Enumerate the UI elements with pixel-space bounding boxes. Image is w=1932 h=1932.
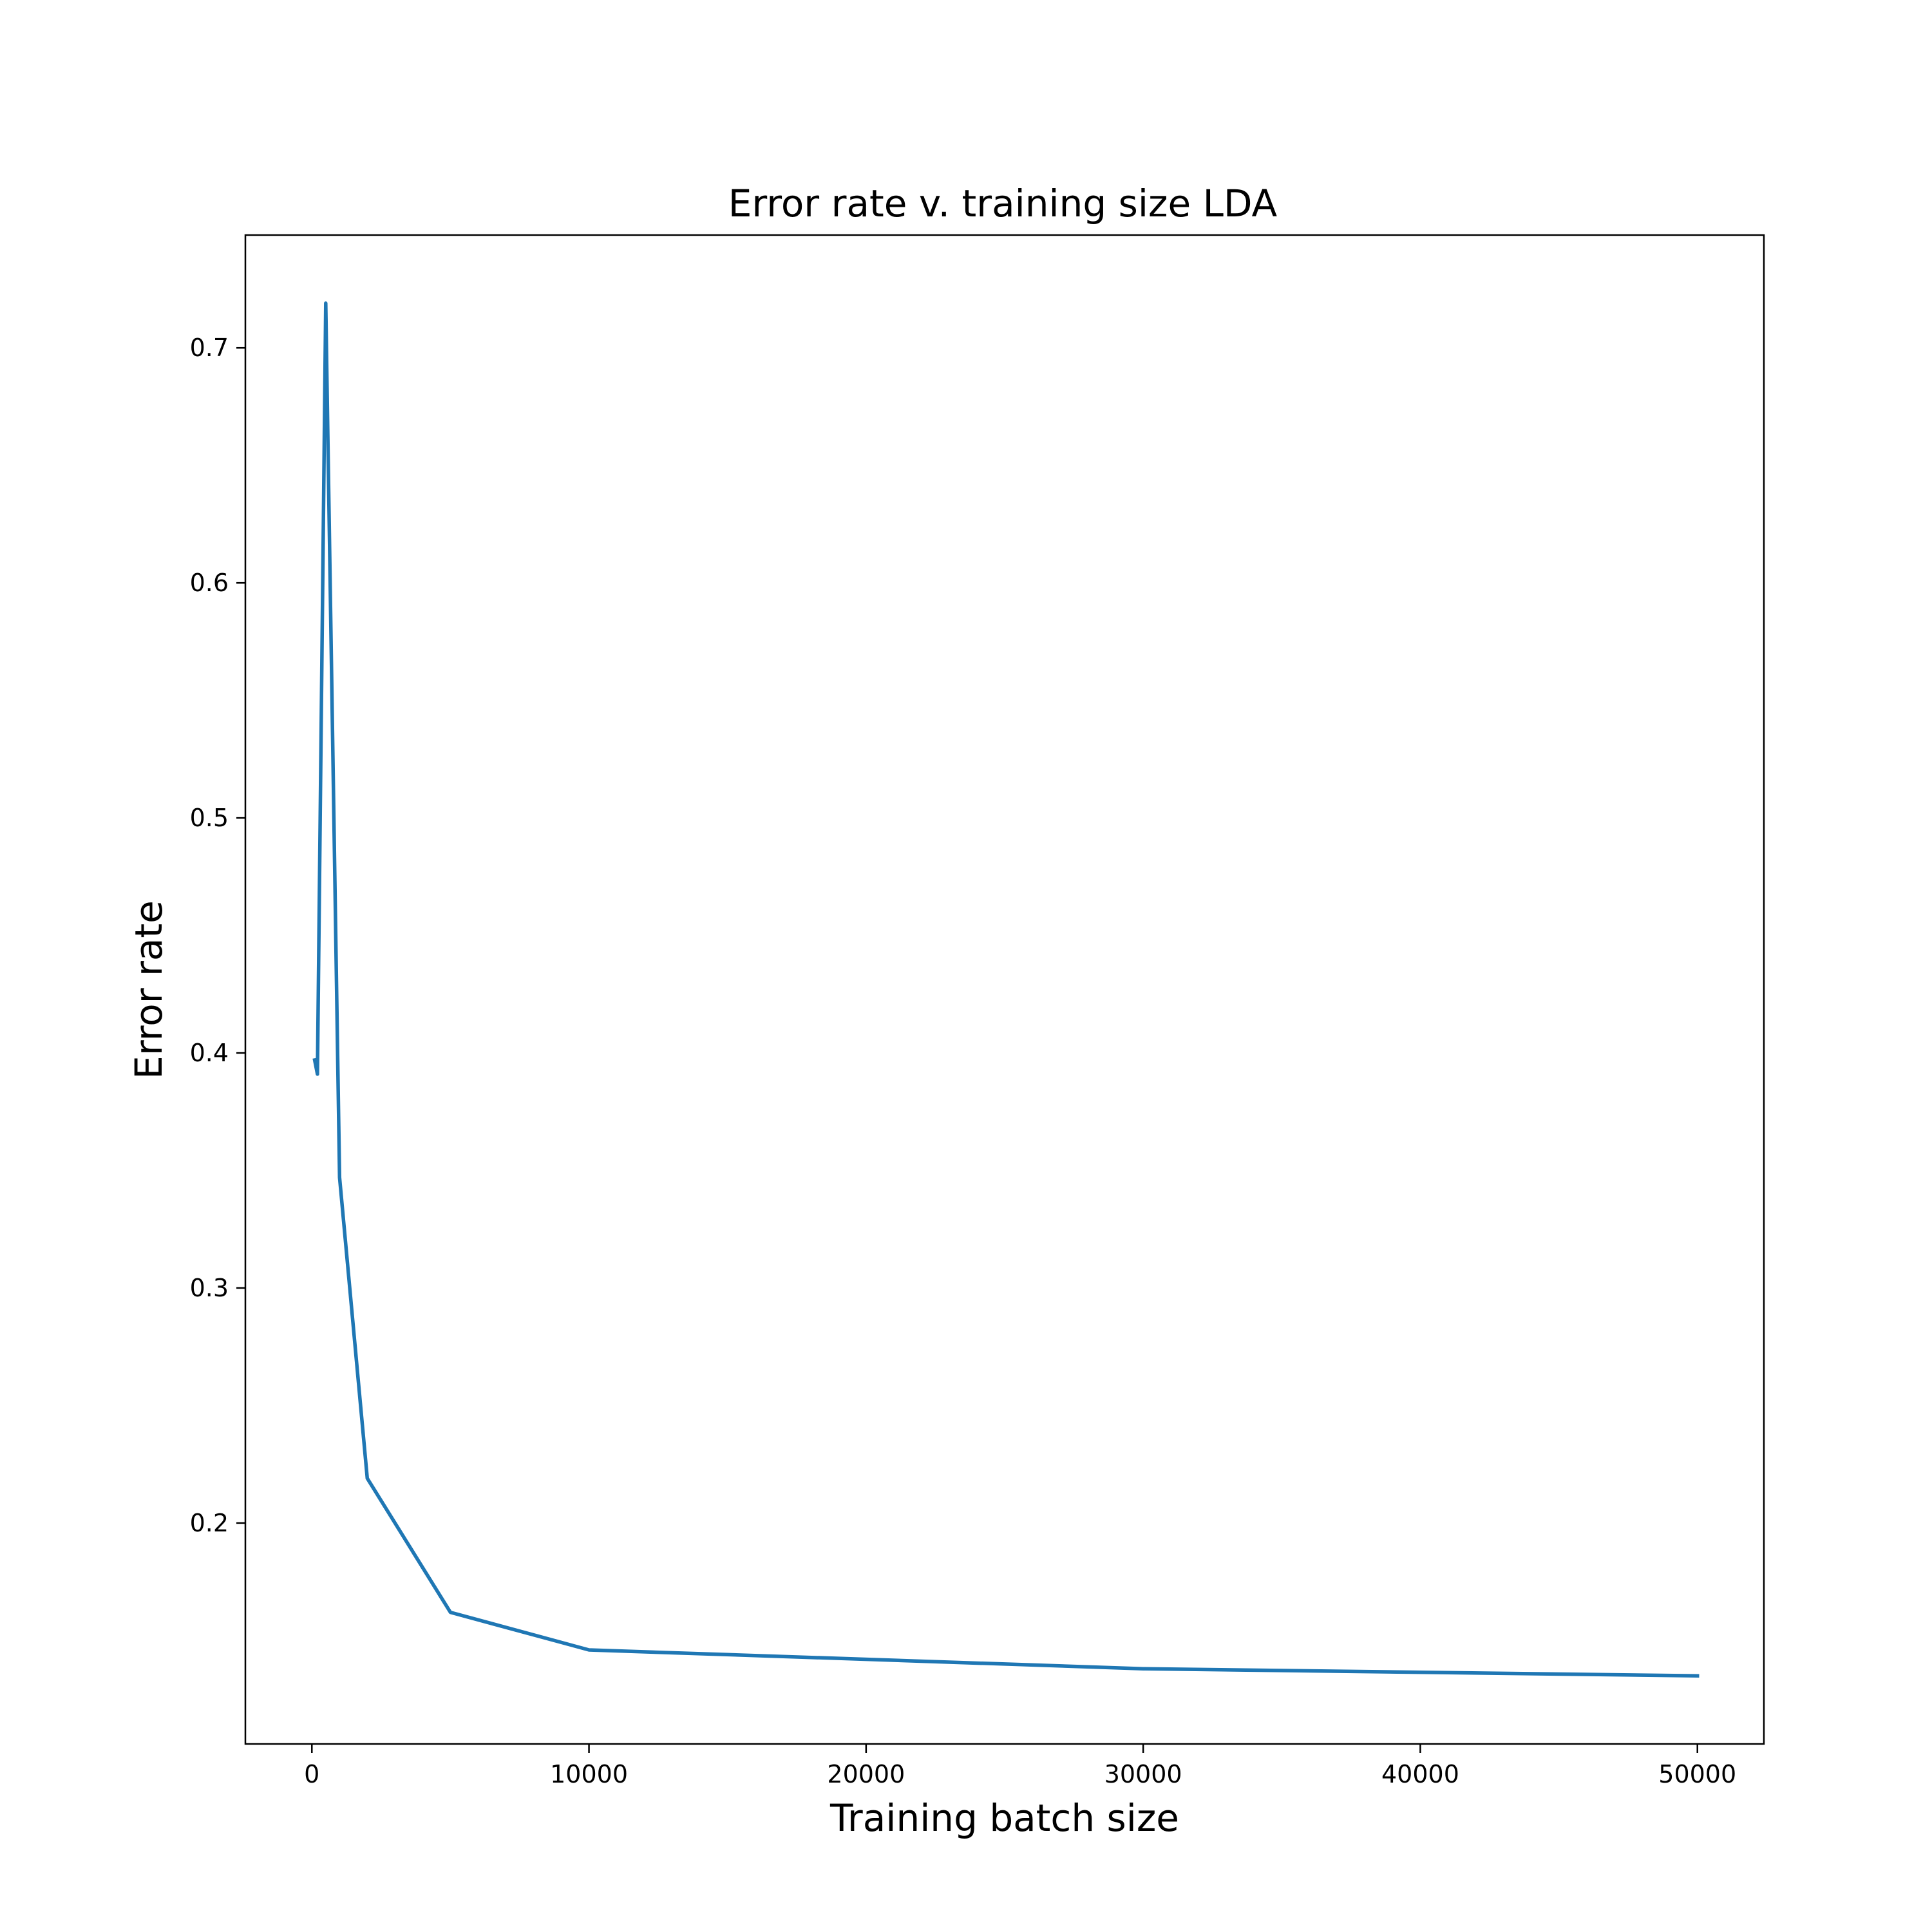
y-tick-label: 0.5 — [190, 804, 229, 832]
plot-area — [244, 234, 1765, 1745]
plot-frame — [244, 234, 1765, 1745]
plot-background — [245, 235, 1764, 1744]
y-tick-label: 0.4 — [190, 1039, 229, 1067]
series-layer — [312, 301, 1700, 1678]
x-tick-label: 40000 — [1381, 1760, 1459, 1788]
x-tick-label: 30000 — [1104, 1760, 1182, 1788]
x-tick-label: 20000 — [827, 1760, 905, 1788]
y-tick-label: 0.7 — [190, 334, 229, 362]
x-axis-label: Training batch size — [829, 1796, 1179, 1840]
x-tick-label: 50000 — [1658, 1760, 1736, 1788]
y-tick-label: 0.6 — [190, 569, 229, 597]
error-rate-series-line — [312, 301, 1700, 1678]
chart-title: Error rate v. training size LDA — [728, 182, 1278, 225]
y-axis: 0.2 0.3 0.4 0.5 0.6 0.7 — [190, 334, 245, 1537]
y-axis-label: Error rate — [127, 900, 171, 1079]
x-axis: 0 10000 20000 30000 40000 50000 — [304, 1744, 1736, 1788]
x-tick-label: 0 — [304, 1760, 319, 1788]
y-tick-label: 0.3 — [190, 1274, 229, 1302]
x-tick-label: 10000 — [550, 1760, 628, 1788]
y-tick-label: 0.2 — [190, 1509, 229, 1537]
